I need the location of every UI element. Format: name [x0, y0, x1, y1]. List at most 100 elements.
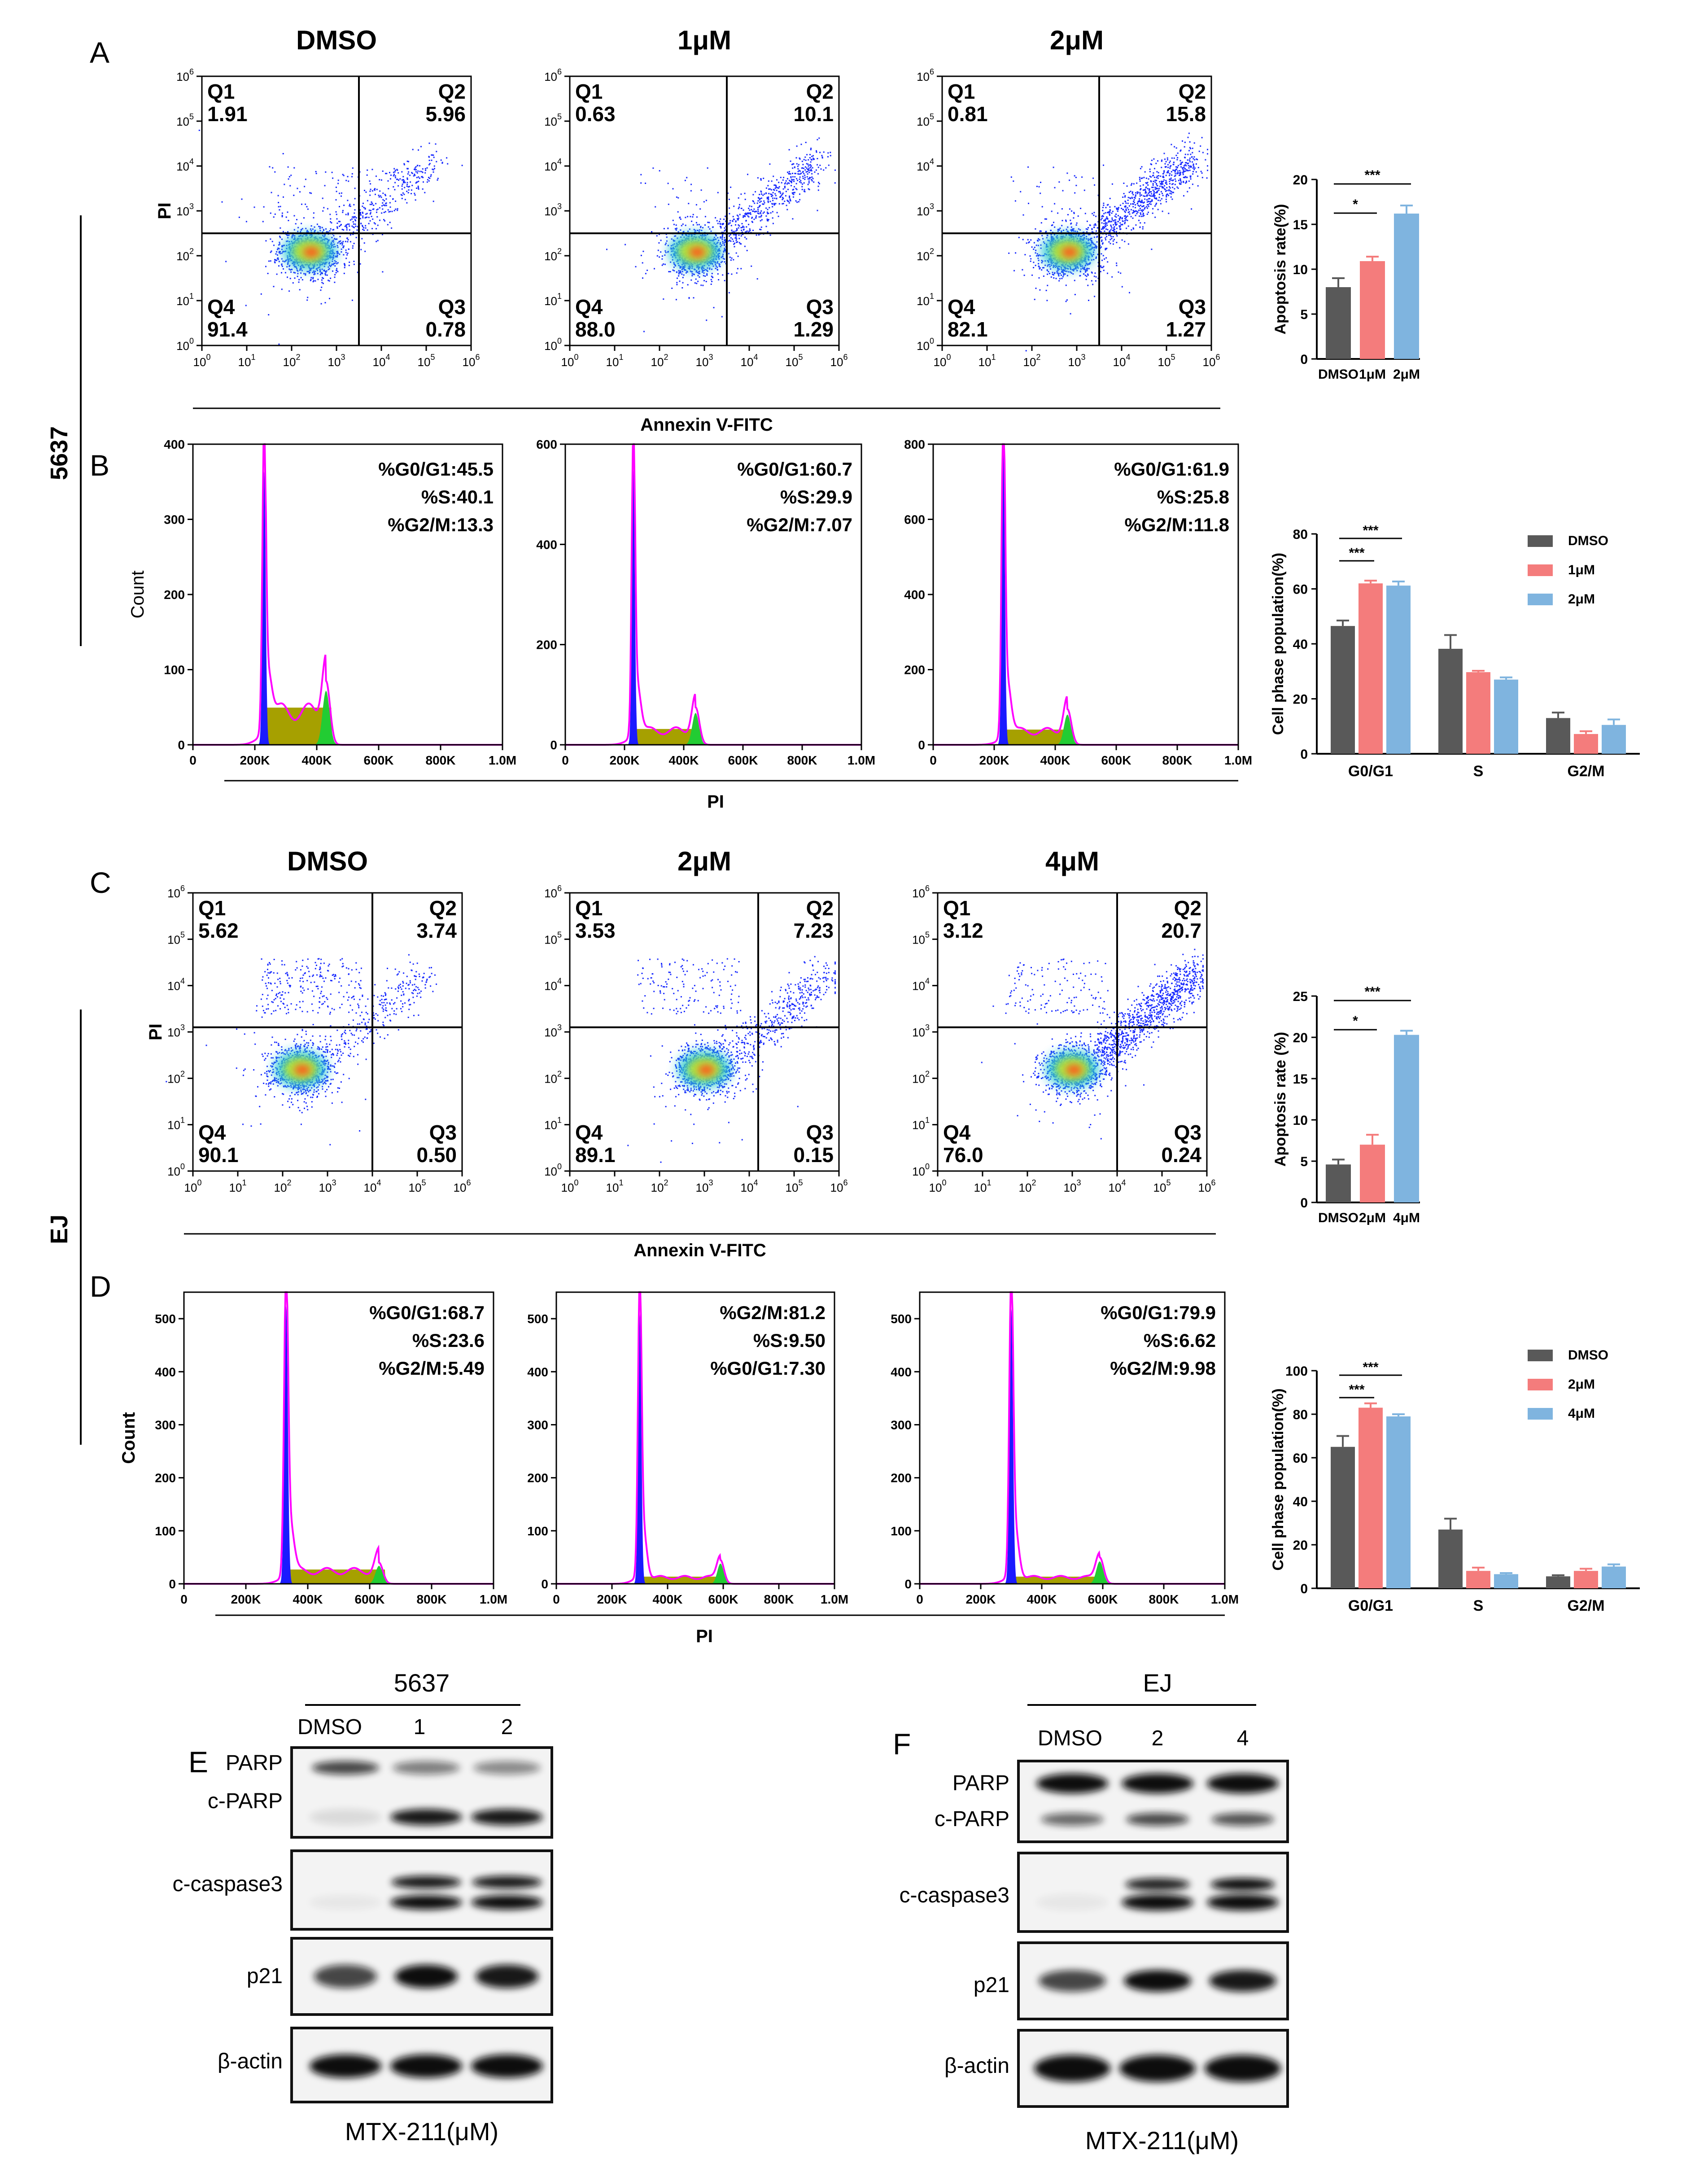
significance-label: * — [1353, 1014, 1358, 1028]
y-tick-label: 60 — [1293, 1451, 1308, 1466]
x-tick-label: 100 — [934, 353, 951, 369]
blot-e-title: 5637 — [394, 1669, 450, 1697]
blot-band — [393, 1761, 460, 1775]
blot-f-title: EJ — [1143, 1669, 1172, 1697]
y-tick-label: 103 — [917, 202, 934, 218]
blot-band — [472, 1876, 542, 1888]
cycle-stat-2: %S:9.50 — [753, 1330, 826, 1351]
cycle-stat-2: %S:23.6 — [412, 1330, 485, 1351]
blot-e-footer: MTX-211(μM) — [345, 2117, 498, 2146]
y-tick-label: 0 — [1300, 1196, 1308, 1211]
blot-band — [314, 1965, 377, 1988]
y-tick-label: 20 — [1293, 692, 1308, 707]
y-axis-title: Cell phase population(%) — [1270, 553, 1287, 735]
bar-G2/M-2 — [1602, 725, 1626, 754]
blot-band — [1125, 1878, 1190, 1891]
y-tick-label: 400 — [527, 1365, 548, 1379]
bar-G2/M-1 — [1574, 734, 1598, 754]
g0g1-phase-fill — [252, 471, 277, 745]
y-tick-label: 20 — [1293, 1538, 1308, 1553]
q1-label: Q1 — [943, 896, 970, 920]
y-tick-label: 100 — [917, 337, 934, 353]
y-tick-label: 106 — [912, 884, 930, 900]
y-tick-label: 106 — [176, 67, 194, 83]
blot-membrane-3 — [1017, 1941, 1289, 2020]
x-tick-label: 1.0M — [489, 753, 516, 767]
blot-band — [471, 2054, 543, 2078]
y-tick-label: 104 — [176, 157, 194, 173]
y-tick-label: 500 — [891, 1312, 912, 1326]
y-tick-label: 300 — [164, 513, 185, 527]
y-tick-label: 100 — [155, 1524, 176, 1538]
q2-label: Q2 — [429, 896, 457, 920]
q3-value: 1.29 — [793, 318, 834, 341]
y-tick-label: 40 — [1293, 637, 1308, 652]
histogram-3: %G0/G1:79.9 %S:6.62 %G2/M:9.98 0 200K 400K 600… — [891, 1291, 1239, 1606]
legend-swatch — [1528, 535, 1553, 547]
x-tick-label: 800K — [1149, 1592, 1179, 1606]
cell-cycle-histograms-d: %G0/G1:68.7 %S:23.6 %G2/M:5.49 0 200K 400K 600… — [119, 1291, 1239, 1646]
y-tick-label: 500 — [527, 1312, 548, 1326]
cycle-stat-3: %G0/G1:7.30 — [710, 1358, 826, 1379]
significance-label: *** — [1364, 984, 1380, 999]
q2-label: Q2 — [1179, 80, 1206, 103]
y-tick-label: 80 — [1293, 1407, 1308, 1422]
x-tick-label: 102 — [274, 1178, 292, 1194]
blot-band — [1041, 1813, 1104, 1826]
bar-4μM — [1394, 1035, 1419, 1202]
flow-dots — [606, 137, 836, 332]
cell-line-label-5637: 5637 — [46, 426, 73, 480]
y-tick-label: 400 — [904, 588, 925, 602]
bar-1μM — [1360, 261, 1385, 359]
q1-label: Q1 — [575, 80, 603, 103]
bar-G2/M-1 — [1574, 1571, 1598, 1588]
x-tick-label: 0 — [553, 1592, 560, 1606]
x-tick-label: 0 — [916, 1592, 923, 1606]
blot-band — [390, 1895, 462, 1910]
y-tick-label: 101 — [544, 292, 562, 308]
x-tick-label: 100 — [193, 353, 211, 369]
x-tick-label: 104 — [741, 1178, 758, 1194]
y-tick-label: 0 — [178, 738, 185, 752]
y-tick-label: 80 — [1293, 527, 1308, 542]
cycle-stat-1: %G2/M:81.2 — [720, 1302, 826, 1323]
q2-value: 5.96 — [425, 102, 466, 126]
blot-band — [391, 1876, 461, 1888]
x-tick-label: G2/M — [1567, 1597, 1604, 1614]
legend-swatch — [1528, 594, 1553, 605]
panel-label-d: D — [90, 1270, 111, 1303]
blot-e-label-actin: β-actin — [218, 2050, 283, 2073]
x-tick-label: 600K — [1088, 1592, 1118, 1606]
x-tick-label: S — [1473, 1597, 1484, 1614]
bar-DMSO — [1326, 1164, 1351, 1202]
significance-label: *** — [1363, 1360, 1378, 1375]
x-tick-label: G2/M — [1567, 763, 1604, 780]
blot-frame — [290, 1849, 553, 1931]
histogram-frame — [564, 443, 862, 746]
y-tick-label: 101 — [912, 1116, 930, 1132]
y-tick-label: 0 — [1300, 1582, 1308, 1596]
y-tick-label: 40 — [1293, 1495, 1308, 1509]
x-tick-label: 102 — [1023, 353, 1041, 369]
x-tick-label: 1.0M — [1224, 753, 1252, 767]
cycle-stat-3: %G2/M:11.8 — [1125, 514, 1229, 535]
cycle-stat-2: %S:40.1 — [421, 486, 494, 507]
flow-plot-title: 2μM — [677, 846, 731, 876]
y-axis-title: PI — [146, 1023, 166, 1040]
y-tick-label: 400 — [536, 538, 557, 551]
y-tick-label: 100 — [912, 1162, 930, 1178]
x-tick-label: S — [1473, 763, 1484, 780]
blot-frame — [1017, 1760, 1289, 1843]
x-tick-label: DMSO — [1318, 367, 1359, 382]
y-tick-label: 400 — [155, 1365, 176, 1379]
g0g1-phase-fill — [629, 1314, 651, 1584]
y-tick-label: 100 — [167, 1162, 185, 1178]
x-tick-label: 106 — [830, 1178, 848, 1194]
q1-value: 3.53 — [575, 919, 616, 942]
blot-f-label-parp: PARP — [952, 1771, 1009, 1795]
y-tick-label: 300 — [891, 1418, 912, 1432]
y-axis-title: Apoptosis rate (%) — [1272, 1032, 1289, 1167]
g2m-phase-fill — [307, 691, 345, 745]
